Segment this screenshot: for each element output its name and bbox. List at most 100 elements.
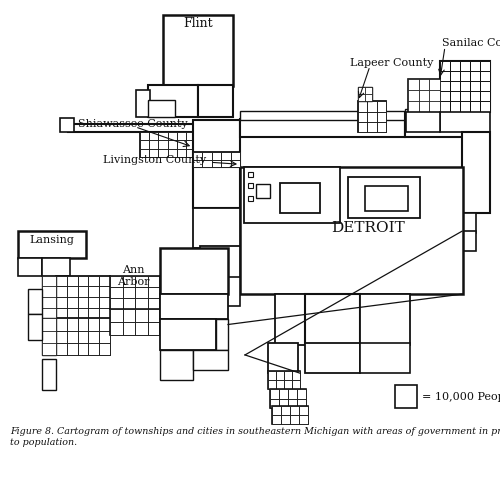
Bar: [405, 108, 468, 119]
Bar: [276, 371, 284, 380]
Bar: [418, 101, 430, 111]
Bar: [462, 231, 476, 252]
Bar: [148, 100, 175, 117]
Bar: [160, 319, 216, 350]
Bar: [135, 298, 147, 309]
Bar: [193, 350, 228, 370]
Bar: [67, 343, 78, 355]
Text: Lapeer County: Lapeer County: [350, 58, 434, 68]
Bar: [460, 91, 470, 102]
Bar: [122, 298, 135, 309]
Bar: [193, 164, 202, 172]
Bar: [160, 311, 176, 323]
Bar: [221, 164, 230, 172]
Bar: [348, 178, 420, 218]
Bar: [292, 380, 300, 390]
Bar: [230, 164, 240, 172]
Bar: [193, 156, 202, 164]
Bar: [460, 102, 470, 111]
Bar: [176, 300, 193, 311]
Bar: [193, 208, 240, 248]
Bar: [122, 276, 135, 287]
Bar: [440, 71, 450, 81]
Bar: [78, 318, 88, 331]
Bar: [470, 71, 480, 81]
Bar: [140, 132, 149, 140]
Bar: [176, 140, 186, 149]
Bar: [462, 132, 490, 213]
Bar: [418, 90, 430, 101]
Bar: [376, 102, 386, 111]
Bar: [56, 276, 67, 287]
Bar: [460, 71, 470, 81]
Bar: [42, 359, 56, 391]
Bar: [176, 287, 193, 300]
Bar: [297, 398, 306, 408]
Bar: [122, 287, 135, 298]
Bar: [212, 160, 221, 167]
Bar: [470, 91, 480, 102]
Bar: [88, 343, 99, 355]
Bar: [158, 140, 168, 149]
Bar: [268, 371, 276, 380]
Bar: [99, 331, 110, 343]
Bar: [158, 149, 168, 157]
Bar: [67, 308, 78, 318]
Bar: [292, 371, 300, 380]
Bar: [248, 196, 253, 201]
Bar: [149, 149, 158, 157]
Bar: [78, 331, 88, 343]
Bar: [88, 297, 99, 308]
Bar: [193, 152, 202, 160]
Bar: [56, 331, 67, 343]
Bar: [160, 276, 176, 287]
Bar: [358, 87, 365, 94]
Bar: [270, 390, 306, 408]
Bar: [78, 343, 88, 355]
Bar: [18, 231, 86, 257]
Bar: [212, 164, 221, 172]
Bar: [78, 287, 88, 297]
Bar: [358, 87, 372, 102]
Bar: [193, 160, 202, 167]
Bar: [430, 101, 440, 111]
Bar: [42, 318, 56, 331]
Bar: [160, 276, 193, 334]
Bar: [56, 297, 67, 308]
Bar: [168, 149, 176, 157]
Bar: [42, 276, 56, 287]
Bar: [67, 276, 78, 287]
Bar: [299, 415, 308, 424]
Bar: [176, 276, 193, 287]
Bar: [376, 121, 386, 132]
Bar: [376, 111, 386, 121]
Bar: [440, 61, 490, 111]
Bar: [202, 156, 212, 164]
Bar: [368, 102, 376, 111]
Bar: [148, 322, 160, 334]
Bar: [450, 81, 460, 91]
Bar: [168, 140, 176, 149]
Bar: [200, 246, 240, 279]
Bar: [450, 91, 460, 102]
Bar: [395, 385, 417, 408]
Bar: [221, 160, 230, 167]
Bar: [440, 91, 450, 102]
Bar: [202, 164, 212, 172]
Bar: [470, 102, 480, 111]
Bar: [60, 118, 74, 132]
Bar: [67, 297, 78, 308]
Bar: [140, 132, 195, 157]
Bar: [221, 156, 230, 164]
Bar: [88, 276, 99, 287]
Bar: [368, 111, 376, 121]
Bar: [240, 110, 405, 120]
Bar: [42, 308, 56, 318]
Bar: [305, 294, 360, 345]
Bar: [56, 276, 110, 318]
Bar: [135, 309, 147, 322]
Bar: [67, 318, 78, 331]
Bar: [230, 152, 240, 160]
Bar: [270, 398, 279, 408]
Bar: [193, 152, 240, 167]
